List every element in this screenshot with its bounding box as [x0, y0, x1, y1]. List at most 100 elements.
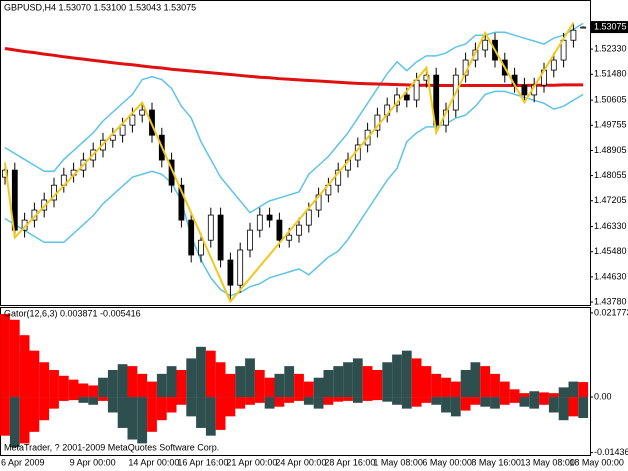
gator-bar: [382, 397, 393, 402]
gator-bar: [147, 397, 157, 432]
candle-body: [119, 124, 126, 136]
gator-bar: [78, 383, 89, 398]
x-tick-label: 16 Apr 16:00: [177, 457, 228, 467]
y-tick-label: 1.43780: [594, 296, 627, 306]
candle-body: [335, 169, 342, 186]
gator-bar: [323, 369, 334, 398]
gator-bar: [245, 397, 255, 405]
gator-bar: [254, 369, 265, 398]
gator-bar: [176, 397, 187, 405]
gator-bar: [9, 319, 20, 398]
gator-bar: [284, 397, 295, 403]
indicator-title: Gator(12,6,3) 0.003871 -0.005416: [4, 308, 141, 318]
gator-bar: [98, 397, 108, 401]
gator-bar: [392, 354, 402, 398]
gator-bar: [343, 397, 353, 401]
gator-bar: [421, 397, 432, 403]
price-marker-box: [591, 21, 628, 34]
gator-bar: [294, 373, 304, 398]
gator-bar: [578, 397, 589, 418]
y-tick-label: 1.46330: [594, 221, 627, 231]
gator-bar: [205, 397, 216, 436]
gator-bar: [578, 382, 589, 398]
gator-layer: 0.021773 0.00 -0.014362: [0, 307, 628, 457]
gator-bar: [362, 397, 373, 401]
gator-bar: [558, 397, 569, 421]
gator-bar: [166, 366, 177, 398]
candle-body: [178, 184, 185, 221]
candle-body: [550, 59, 557, 71]
x-tick-label: 8 May 16:00: [471, 457, 521, 467]
y-tick-label: 1.48905: [594, 145, 627, 155]
gator-bar: [548, 393, 559, 398]
gator-bar: [558, 387, 569, 398]
gator-bar: [352, 358, 363, 398]
gator-bar: [264, 377, 275, 398]
gator-bar: [39, 397, 50, 421]
gator-bar: [39, 362, 50, 398]
candle-body: [570, 29, 577, 41]
gator-bar: [499, 397, 510, 405]
candle-body: [305, 209, 312, 226]
gator-bar: [205, 350, 216, 398]
gator-bar: [0, 313, 10, 398]
gator-bar: [156, 397, 167, 421]
gator-bar: [509, 389, 520, 398]
candle-body: [296, 224, 302, 236]
gator-bar: [303, 397, 314, 405]
gator-bar: [254, 397, 265, 403]
gator-bar: [264, 397, 275, 409]
gator-bar: [519, 397, 530, 407]
gator-bar: [460, 397, 471, 411]
gator-bar: [470, 397, 481, 405]
gator-bar: [147, 381, 157, 398]
gator-bar: [156, 373, 167, 398]
gator-bar: [186, 358, 197, 398]
gator-bar: [235, 366, 246, 398]
gator-bar: [490, 373, 500, 398]
zigzag-line: [4, 22, 575, 304]
candle-body: [227, 259, 234, 286]
x-tick-label: 6 Apr 2009: [1, 457, 45, 467]
gator-bar: [225, 397, 236, 417]
gator-bar: [352, 397, 363, 403]
x-tick-label: 24 Apr 00:00: [275, 457, 326, 467]
gator-bar: [411, 358, 422, 398]
x-tick-label: 6 May 00:00: [422, 457, 472, 467]
gator-bar: [568, 381, 579, 398]
y-tick-label: 0.021773: [594, 307, 628, 317]
gator-bar: [392, 397, 402, 405]
candle-body: [413, 79, 420, 101]
gator-bar: [19, 335, 30, 398]
gator-bar: [480, 366, 491, 398]
gator-bar: [235, 397, 246, 409]
gator-bar: [480, 397, 491, 407]
y-tick-label: 1.52330: [594, 43, 627, 53]
gator-bar: [362, 366, 373, 398]
candle-body: [580, 26, 587, 29]
gator-bar: [166, 397, 177, 413]
y-tick-label: 1.47205: [594, 195, 627, 205]
gator-bar: [303, 381, 314, 398]
candle-body: [433, 74, 440, 126]
gator-bar: [529, 397, 540, 409]
gator-bar: [333, 397, 344, 402]
gator-bar: [313, 377, 324, 398]
gator-bar: [460, 369, 471, 398]
x-tick-label: 21 Apr 00:00: [226, 457, 277, 467]
gator-bar: [9, 397, 20, 448]
gator-bar: [68, 379, 79, 398]
gator-bar: [274, 397, 285, 407]
gator-bar: [196, 397, 206, 428]
gator-bar: [431, 373, 442, 398]
gator-bar: [127, 366, 138, 398]
candle-body: [129, 114, 136, 126]
gator-bar: [78, 397, 89, 403]
y-tick-label: 1.45480: [594, 246, 627, 256]
gator-bar: [176, 369, 187, 398]
candle-body: [286, 234, 293, 241]
gator-bar: [519, 393, 530, 398]
gator-bar: [58, 375, 69, 398]
